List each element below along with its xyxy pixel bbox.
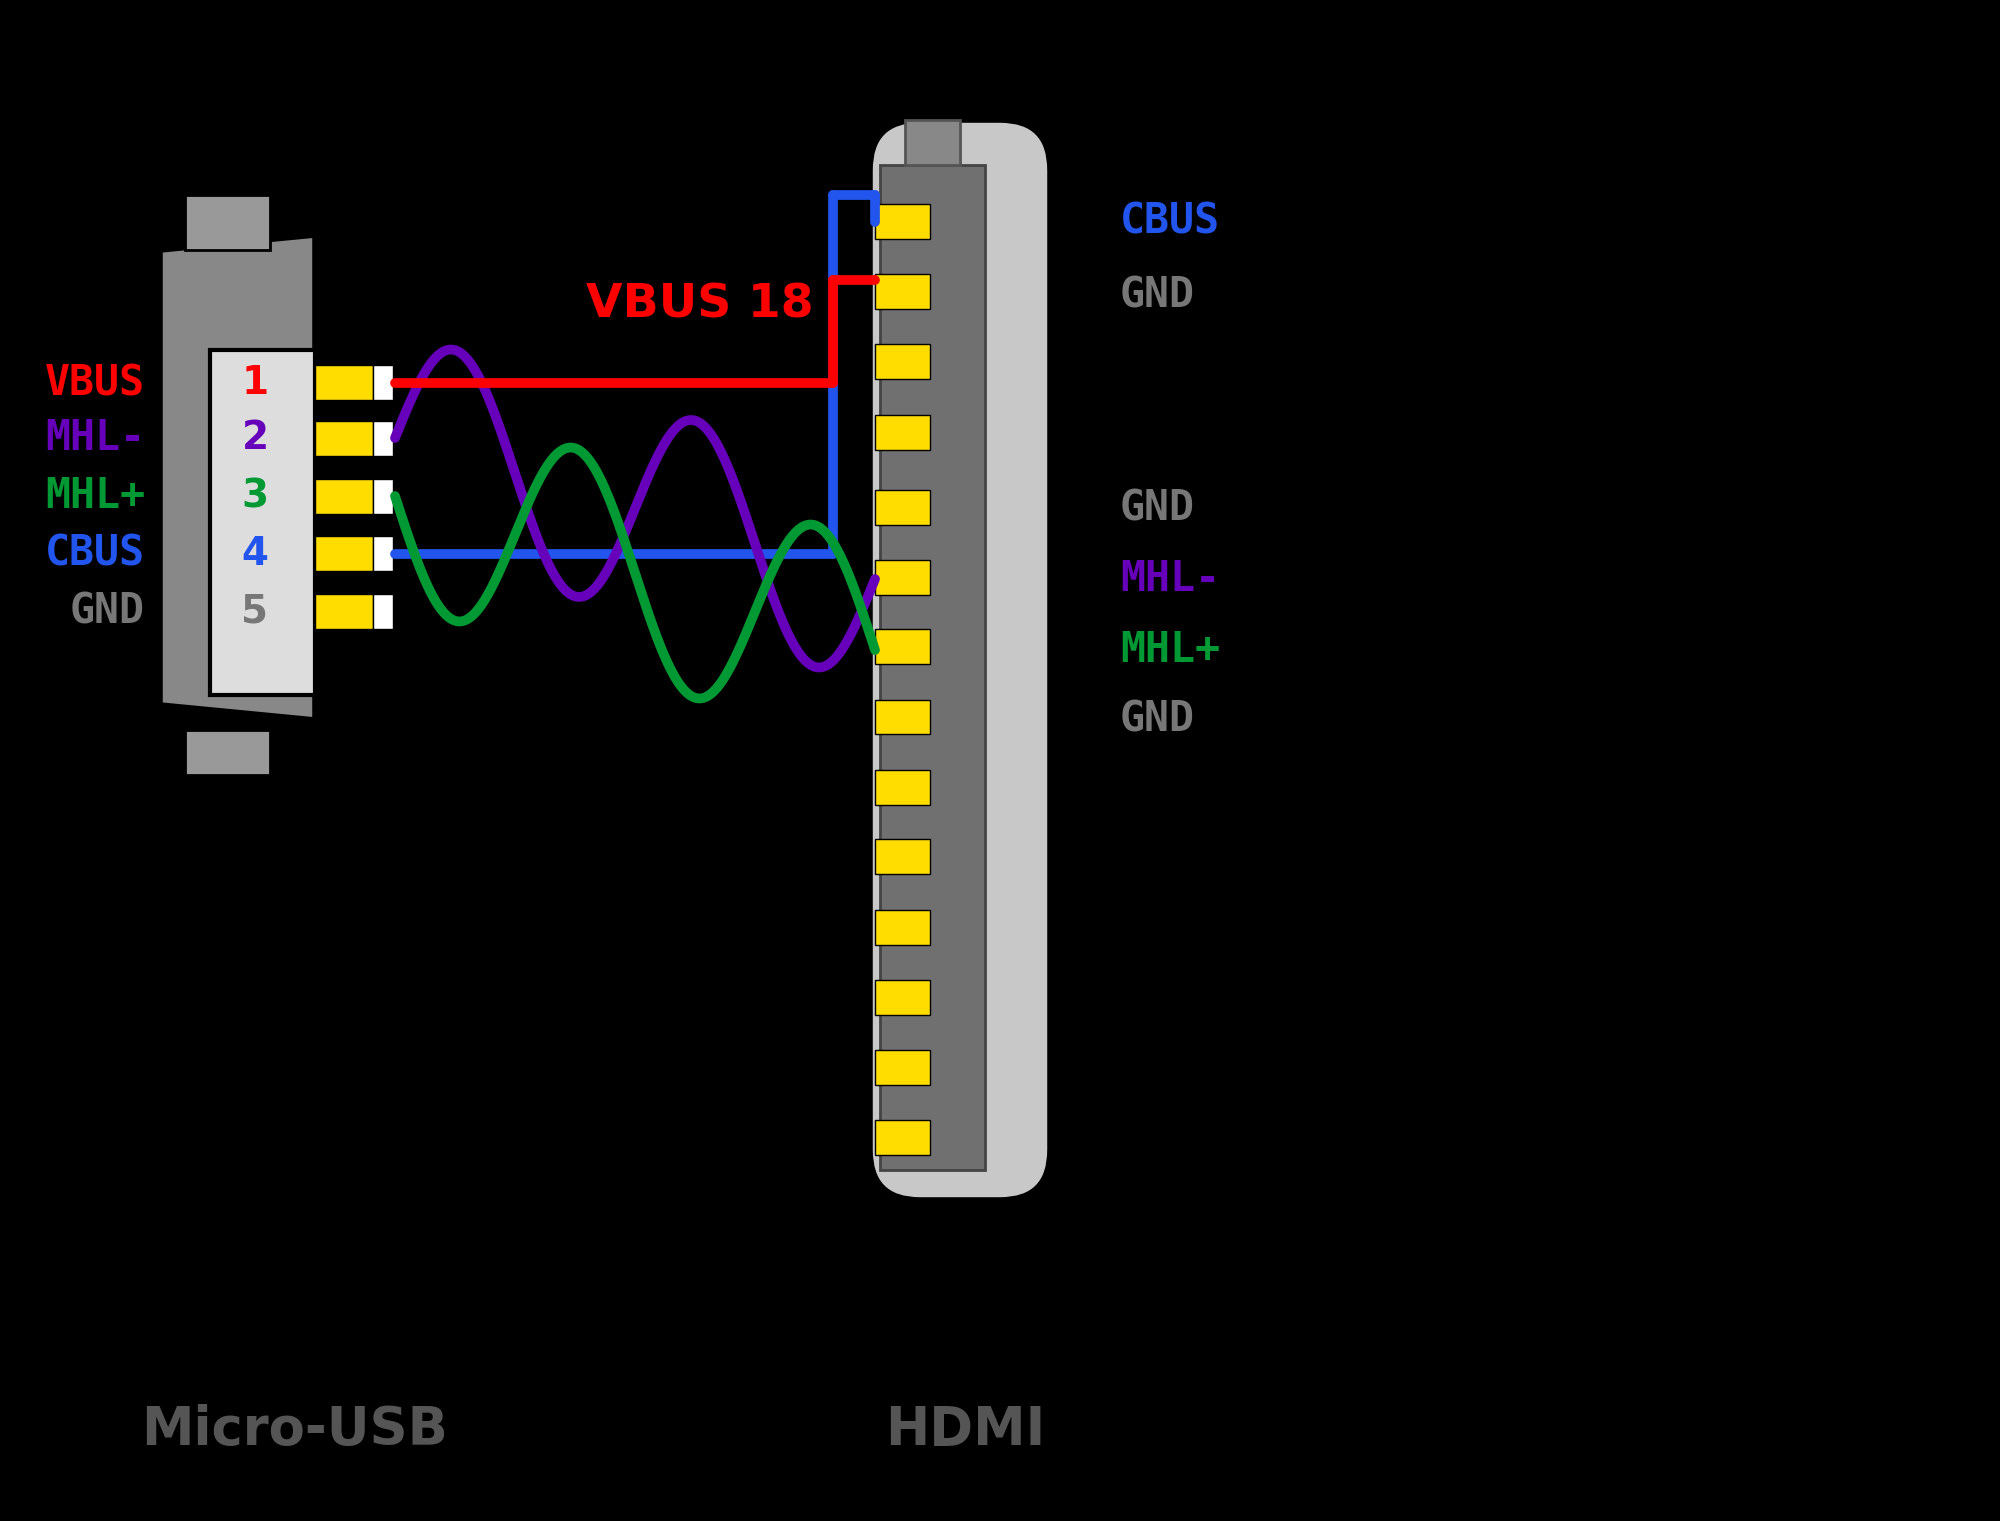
Bar — [876, 1049, 930, 1084]
Text: GND: GND — [1120, 488, 1196, 529]
Text: GND: GND — [1120, 700, 1196, 741]
Polygon shape — [184, 730, 270, 776]
Text: 9: 9 — [1058, 561, 1084, 598]
Text: 11: 11 — [1058, 491, 1110, 526]
Bar — [210, 350, 316, 695]
Bar — [876, 560, 930, 595]
FancyBboxPatch shape — [870, 120, 1050, 1200]
Bar — [316, 479, 372, 514]
Bar — [876, 630, 930, 665]
Text: VBUS 18: VBUS 18 — [586, 283, 814, 327]
Bar — [876, 274, 930, 309]
Bar — [876, 910, 930, 945]
Bar — [880, 164, 984, 1170]
Bar — [876, 770, 930, 805]
Polygon shape — [184, 195, 270, 249]
Bar — [876, 1119, 930, 1154]
Bar — [876, 980, 930, 1015]
Text: MHL+: MHL+ — [44, 475, 144, 517]
Bar — [876, 840, 930, 875]
Text: GND: GND — [70, 592, 144, 633]
Text: 4: 4 — [242, 535, 268, 573]
Polygon shape — [906, 120, 960, 164]
Text: 1: 1 — [242, 364, 268, 402]
Bar — [876, 700, 930, 735]
Text: 7: 7 — [1058, 633, 1084, 668]
Text: CBUS: CBUS — [1120, 201, 1220, 243]
Text: 3: 3 — [242, 478, 268, 516]
Text: 17: 17 — [1058, 277, 1110, 313]
Text: 5: 5 — [1058, 703, 1084, 738]
Bar — [372, 365, 392, 400]
Text: MHL+: MHL+ — [1120, 630, 1220, 671]
Bar — [316, 595, 372, 630]
Text: HDMI: HDMI — [884, 1404, 1046, 1456]
Bar — [372, 595, 392, 630]
Bar — [876, 415, 930, 450]
Text: Micro-USB: Micro-USB — [142, 1404, 448, 1456]
Bar — [876, 344, 930, 380]
Bar — [316, 365, 372, 400]
Bar — [876, 204, 930, 239]
Text: MHL-: MHL- — [1120, 558, 1220, 599]
Text: VBUS: VBUS — [44, 362, 144, 405]
Bar — [372, 479, 392, 514]
Bar — [876, 490, 930, 525]
Polygon shape — [160, 236, 316, 719]
Text: 5: 5 — [242, 593, 268, 631]
Text: CBUS: CBUS — [44, 532, 144, 575]
Bar — [372, 537, 392, 572]
Bar — [316, 420, 372, 455]
Bar — [372, 420, 392, 455]
Text: 2: 2 — [242, 418, 268, 456]
Text: GND: GND — [1120, 274, 1196, 316]
Bar — [316, 537, 372, 572]
Text: 19: 19 — [1058, 204, 1110, 240]
Text: MHL-: MHL- — [44, 417, 144, 459]
